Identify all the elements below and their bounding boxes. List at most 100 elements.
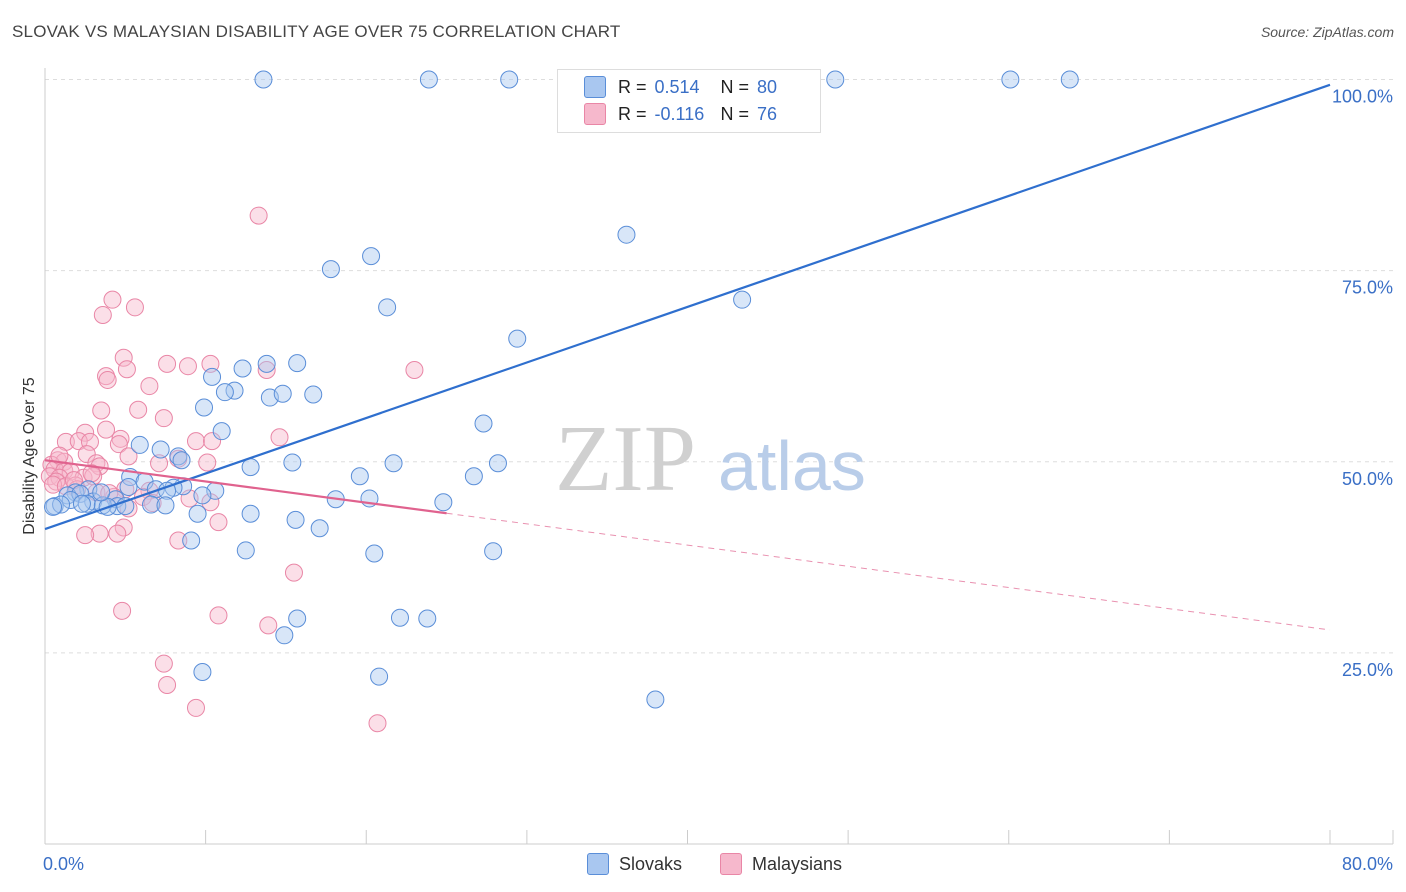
malaysian-trend-line <box>44 459 447 515</box>
slovak-point <box>92 483 111 502</box>
slovak-point <box>212 422 231 441</box>
slovak-point <box>142 495 161 514</box>
malaysian-point <box>97 420 116 439</box>
watermark: ZIP atlas <box>555 407 866 511</box>
slovak-point <box>474 414 493 433</box>
slovak-point <box>304 385 323 404</box>
slovak-point <box>1060 70 1079 89</box>
malaysian-point <box>98 370 117 389</box>
slovak-point <box>434 493 453 512</box>
malaysian-point <box>93 305 112 324</box>
malaysian-point <box>198 453 217 472</box>
legend-n-label: N = <box>720 103 750 124</box>
malaysian-point <box>90 524 109 543</box>
slovak-point <box>44 497 63 516</box>
slovak-point <box>365 544 384 563</box>
malaysian-point <box>169 531 188 550</box>
slovak-point <box>182 531 201 550</box>
bottom-legend-malaysians: Malaysians <box>720 852 842 876</box>
malaysian-point <box>203 432 222 451</box>
malaysian-point <box>178 357 197 376</box>
malaysian-point <box>47 472 66 491</box>
malaysian-point <box>77 445 96 464</box>
slovak-point <box>257 354 276 373</box>
malaysian-point <box>50 446 69 465</box>
slovak-point <box>188 504 207 523</box>
slovak-point <box>273 384 292 403</box>
malaysian-point <box>109 435 128 454</box>
malaysian-point <box>249 206 268 225</box>
malaysian-point <box>125 298 144 317</box>
slovak-point <box>826 70 845 89</box>
slovak-point <box>215 383 234 402</box>
malaysian-point <box>117 360 136 379</box>
watermark-atlas: atlas <box>718 427 866 505</box>
legend-r-label: R = <box>618 76 647 97</box>
slovak-point <box>241 504 260 523</box>
legend-entry-malaysians: Malaysians <box>752 853 843 874</box>
y-tick-label: 75.0% <box>1342 278 1393 298</box>
grid <box>45 79 1393 654</box>
slovak-point <box>488 454 507 473</box>
slovak-point <box>254 70 273 89</box>
slovak-point <box>484 542 503 561</box>
malaysian-swatch <box>584 103 606 125</box>
malaysian-point <box>92 401 111 420</box>
slovak-point <box>203 367 222 386</box>
malaysian-point <box>259 616 278 635</box>
malaysian-swatch <box>720 853 742 875</box>
slovak-point <box>378 298 397 317</box>
malaysian-point <box>284 563 303 582</box>
legend-entry-slovaks: Slovaks <box>619 853 683 874</box>
slovak-point <box>362 247 381 266</box>
slovak-point <box>119 477 138 496</box>
slovak-trend-line <box>44 83 1331 531</box>
slovak-point <box>193 486 212 505</box>
trend-lines <box>44 83 1331 631</box>
slovak-point <box>288 354 307 373</box>
malaysian-point <box>103 290 122 309</box>
malaysian-trend-extension <box>446 512 1331 631</box>
slovak-point <box>233 359 252 378</box>
bottom-legend-slovaks: Slovaks <box>587 852 682 876</box>
legend-n-value: 76 <box>757 103 778 124</box>
slovak-point <box>275 626 294 645</box>
malaysian-point <box>201 354 220 373</box>
watermark-zip: ZIP <box>555 407 696 511</box>
slovak-point <box>390 608 409 627</box>
slovak-point <box>1001 70 1020 89</box>
slovak-point <box>195 398 214 417</box>
slovak-point <box>384 454 403 473</box>
slovak-point <box>45 497 64 516</box>
slovak-point <box>464 467 483 486</box>
legend-r-value: -0.116 <box>654 103 705 124</box>
malaysian-point <box>257 361 276 380</box>
chart-title: SLOVAK VS MALAYSIAN DISABILITY AGE OVER … <box>12 22 621 41</box>
malaysian-point <box>186 432 205 451</box>
slovak-point <box>418 609 437 628</box>
slovak-point <box>283 453 302 472</box>
slovak-point <box>310 519 329 538</box>
malaysian-point <box>368 714 387 733</box>
malaysian-point <box>129 400 148 419</box>
slovak-point <box>193 662 212 681</box>
slovak-point <box>286 510 305 529</box>
slovak-point <box>617 225 636 244</box>
malaysian-point <box>44 475 63 494</box>
y-tick-label: 100.0% <box>1332 87 1393 107</box>
slovak-point <box>321 260 340 279</box>
slovak-point <box>733 290 752 309</box>
malaysian-point <box>154 409 173 428</box>
malaysian-point <box>158 675 177 694</box>
slovak-point <box>646 690 665 709</box>
malaysian-point <box>209 606 228 625</box>
slovak-swatch <box>584 76 606 98</box>
correlation-legend: R = 0.514 N = 80 R = -0.116 N = 76 <box>557 69 821 133</box>
slovak-points <box>44 70 1079 709</box>
malaysian-point <box>270 428 289 447</box>
malaysian-point <box>158 354 177 373</box>
slovak-point <box>72 494 91 513</box>
slovak-point <box>151 440 170 459</box>
y-axis-label: Disability Age Over 75 <box>21 377 38 535</box>
